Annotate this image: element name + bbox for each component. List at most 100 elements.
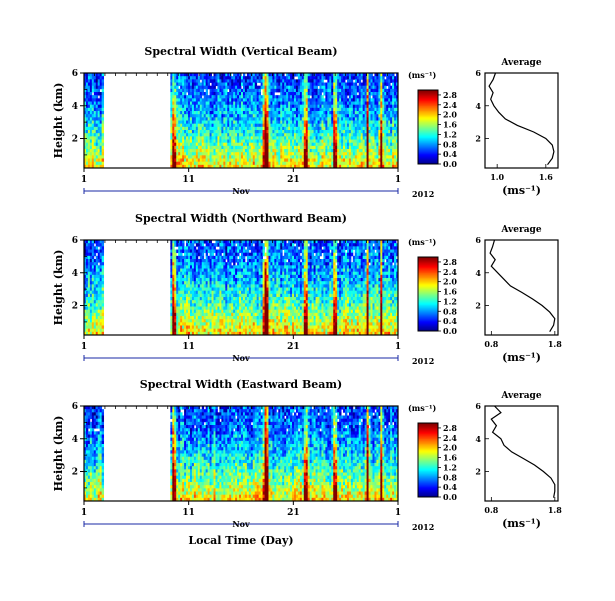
average-x-label: (ms⁻¹) [502,184,541,197]
heatmap-cell [101,164,105,169]
heatmap-cell [264,76,267,80]
heatmap-cell [174,136,177,140]
heatmap-cell [225,142,228,147]
heatmap-cell [339,139,342,144]
heatmap-cell [303,136,307,140]
heatmap-cell [356,155,360,159]
heatmap-cell [297,101,301,106]
heatmap-cell [293,114,297,118]
heatmap-cell [317,82,320,87]
heatmap-cell [278,95,281,99]
heatmap-cell [85,145,89,150]
heatmap-cell [358,98,362,102]
heatmap-cell [346,76,350,80]
heatmap-cell [297,164,301,169]
heatmap-cell [180,161,183,166]
heatmap-cell [239,149,242,153]
heatmap-cell [276,152,279,156]
heatmap-cell [174,104,177,109]
heatmap-cell [299,82,303,87]
heatmap-cell [278,73,281,77]
heatmap-cell [209,101,212,106]
heatmap-cell [95,123,99,128]
heatmap-cell [360,88,364,93]
heatmap-cell [195,126,199,131]
heatmap-cell [278,107,281,112]
heatmap-cell [309,117,313,121]
panel-1: Spectral Width (Northward Beam)642Height… [52,212,562,366]
heatmap-cell [358,139,362,144]
heatmap-cell [284,120,287,125]
heatmap-cell [221,98,224,102]
heatmap-cell [193,82,197,87]
heatmap-cell [301,76,305,80]
heatmap-cell [188,92,191,96]
heatmap-cell [329,123,332,128]
heatmap-cell [186,95,189,99]
heatmap-cell [176,85,179,90]
heatmap-cell [246,92,250,96]
heatmap-cell [93,145,97,150]
heatmap-cell [172,164,175,169]
heatmap-cell [303,76,307,80]
heatmap-cell [101,88,105,93]
heatmap-cell [313,111,316,115]
heatmap-cell [84,161,87,166]
heatmap-cell [211,130,214,134]
heatmap-cell [233,85,236,90]
heatmap-cell [242,130,246,134]
heatmap-cell [199,92,203,96]
heatmap-cell [303,107,307,112]
heatmap-cell [335,120,338,125]
heatmap-cell [180,88,183,93]
heatmap-cell [184,76,187,80]
heatmap-cell [193,161,197,166]
heatmap-cell [217,158,220,163]
heatmap-cell [237,88,240,93]
heatmap-cell [242,92,246,96]
heatmap-cell [235,101,238,106]
heatmap-cell [286,155,289,159]
heatmap-cell [195,139,199,144]
heatmap-cell [223,142,226,147]
heatmap-cell [174,120,177,125]
heatmap-cell [231,136,234,140]
heatmap-cell [303,123,307,128]
heatmap-cell [286,158,289,163]
heatmap-cell [250,98,254,102]
heatmap-cell [250,139,254,144]
heatmap-cell [350,98,354,102]
heatmap-cell [193,126,197,131]
heatmap-cell [264,82,267,87]
heatmap-cell [87,107,91,112]
heatmap-cell [290,92,293,96]
heatmap-cell [101,161,105,166]
heatmap-cell [331,161,334,166]
heatmap-cell [305,101,309,106]
heatmap-cell [235,73,238,77]
heatmap-cell [215,136,218,140]
heatmap-cell [272,120,275,125]
heatmap-cell [203,98,207,102]
heatmap-cell [303,79,307,83]
heatmap-cell [199,82,203,87]
heatmap-cell [193,76,197,80]
heatmap-cell [362,161,366,166]
heatmap-cell [211,95,214,99]
heatmap-cell [205,252,209,257]
heatmap-cell [191,114,195,118]
heatmap-cell [258,79,262,83]
heatmap-cell [231,82,234,87]
heatmap-cell [309,123,313,128]
colorbar-tick-label: 2.4 [443,100,457,110]
heatmap-cell [87,126,91,131]
heatmap-cell [195,88,199,93]
heatmap-cell [95,92,99,96]
heatmap-cell [278,79,281,83]
heatmap-cell [356,76,360,80]
heatmap-cell [274,82,277,87]
heatmap-cell [331,73,334,77]
heatmap-cell [311,130,315,134]
heatmap-cell [323,76,326,80]
heatmap-cell [295,73,299,77]
